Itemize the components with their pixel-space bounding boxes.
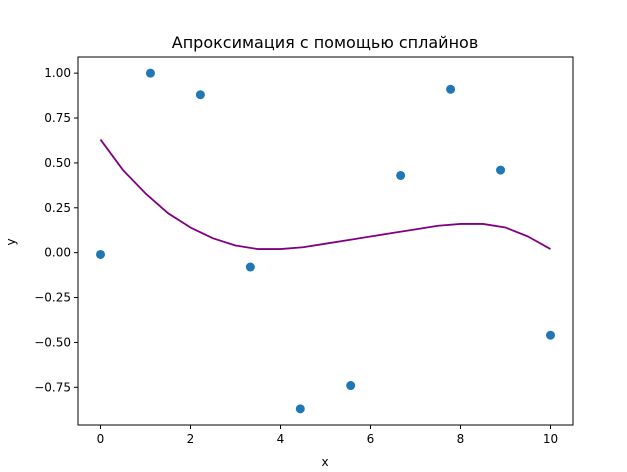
data-point xyxy=(446,84,456,94)
plot-area: 0 2 4 6 8 10 −0.75 −0.50 −0.25 0.00 0.25 0.50 0.75 1.… xyxy=(34,56,574,446)
data-point xyxy=(96,249,105,259)
x-axis-label: x xyxy=(321,455,328,469)
data-point xyxy=(295,404,305,414)
y-tick-label: −0.25 xyxy=(34,291,71,305)
y-axis-label: y xyxy=(4,238,18,245)
data-point xyxy=(195,90,205,100)
y-tick-label: −0.75 xyxy=(34,380,71,394)
y-tick-label: 1.00 xyxy=(44,66,71,80)
data-point xyxy=(546,330,555,340)
y-tick-label: 0.00 xyxy=(44,246,71,260)
y-tick-label: 0.75 xyxy=(44,111,71,125)
y-tick-label: 0.50 xyxy=(44,156,71,170)
y-tick-label: −0.50 xyxy=(34,335,71,349)
x-tick-label: 4 xyxy=(277,432,285,446)
plot-frame xyxy=(77,56,574,426)
x-tick-label: 2 xyxy=(187,432,195,446)
data-point xyxy=(396,170,406,180)
x-tick-label: 10 xyxy=(543,432,558,446)
y-tick-label: 0.25 xyxy=(44,201,71,215)
x-tick-label: 8 xyxy=(457,432,465,446)
data-point xyxy=(496,165,506,175)
data-point xyxy=(145,68,155,78)
x-tick-label: 6 xyxy=(367,432,375,446)
data-point xyxy=(245,262,255,272)
x-tick-label: 0 xyxy=(97,432,105,446)
data-point xyxy=(346,381,356,391)
chart-title: Апроксимация с помощью сплайнов xyxy=(172,33,479,52)
spline-curve-line xyxy=(99,139,551,250)
